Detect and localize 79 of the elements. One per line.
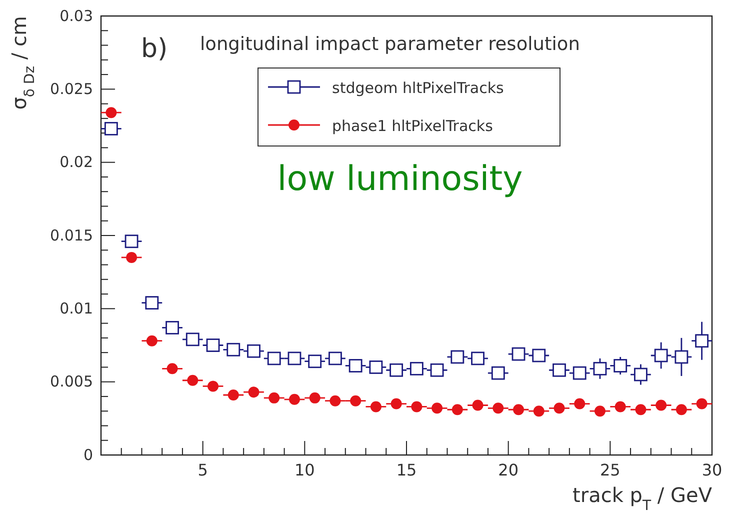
point xyxy=(370,401,382,412)
y-tick-label: 0.015 xyxy=(50,226,93,244)
y-tick-label: 0.02 xyxy=(60,153,93,172)
point xyxy=(348,359,362,372)
point xyxy=(411,401,422,412)
point xyxy=(554,402,565,414)
point xyxy=(208,380,219,392)
point xyxy=(369,360,383,374)
point xyxy=(166,320,179,334)
point xyxy=(452,404,463,416)
point xyxy=(594,406,606,417)
point xyxy=(166,363,178,374)
point xyxy=(593,362,607,376)
annotation: b) xyxy=(141,34,168,64)
point xyxy=(532,348,546,362)
x-tick-label: 30 xyxy=(702,460,722,480)
point xyxy=(126,252,138,263)
point xyxy=(654,348,668,362)
point xyxy=(410,362,424,376)
point xyxy=(533,406,544,417)
point xyxy=(674,350,688,364)
point xyxy=(472,400,484,411)
point xyxy=(491,366,505,380)
point xyxy=(330,395,341,406)
point xyxy=(635,404,646,416)
point xyxy=(146,335,158,346)
y-tick-label: 0.005 xyxy=(50,372,93,391)
point xyxy=(634,368,648,382)
x-tick-label: 10 xyxy=(294,460,315,480)
point xyxy=(450,350,464,364)
point xyxy=(390,363,404,377)
x-axis-title: track p$_{T}$ / GeV xyxy=(572,483,712,514)
point xyxy=(104,122,118,136)
point xyxy=(656,400,667,411)
point xyxy=(430,363,444,377)
point xyxy=(187,374,198,386)
y-tick-label: 0.03 xyxy=(60,6,93,25)
y-tick-label: 0 xyxy=(83,446,93,464)
point xyxy=(471,352,484,366)
point xyxy=(696,398,708,410)
point xyxy=(614,359,628,372)
point xyxy=(308,354,322,368)
point xyxy=(676,404,687,416)
point xyxy=(512,347,526,361)
text: longitudinal impact parameter resolution xyxy=(200,34,580,55)
point xyxy=(145,296,159,310)
point xyxy=(247,344,260,358)
x-tick-label: 20 xyxy=(498,460,519,480)
point xyxy=(350,395,362,406)
point xyxy=(614,401,626,412)
y-tick-label: 0.025 xyxy=(50,80,93,98)
point xyxy=(552,363,566,377)
point xyxy=(186,332,200,346)
point xyxy=(288,394,300,405)
x-tick-label: 25 xyxy=(600,460,620,480)
x-tick-label: 15 xyxy=(396,460,417,480)
point xyxy=(492,402,504,414)
point xyxy=(226,342,240,356)
legend-label: stdgeom hltPixelTracks xyxy=(332,79,504,97)
point xyxy=(390,398,402,410)
point xyxy=(513,404,524,416)
point xyxy=(574,398,586,410)
point xyxy=(124,234,138,248)
point xyxy=(206,338,220,352)
point xyxy=(248,386,260,398)
point xyxy=(695,334,709,348)
point xyxy=(106,107,117,118)
point xyxy=(228,390,239,401)
point xyxy=(328,352,342,366)
x-tick-label: 5 xyxy=(198,460,208,480)
legend-label: phase1 hltPixelTracks xyxy=(332,117,494,135)
point xyxy=(288,352,302,366)
point xyxy=(309,392,320,404)
point xyxy=(432,402,443,414)
annotation: low luminosity xyxy=(277,159,523,199)
y-tick-label: 0.01 xyxy=(60,299,93,318)
point xyxy=(268,392,280,404)
point xyxy=(267,352,281,366)
point xyxy=(572,366,586,380)
